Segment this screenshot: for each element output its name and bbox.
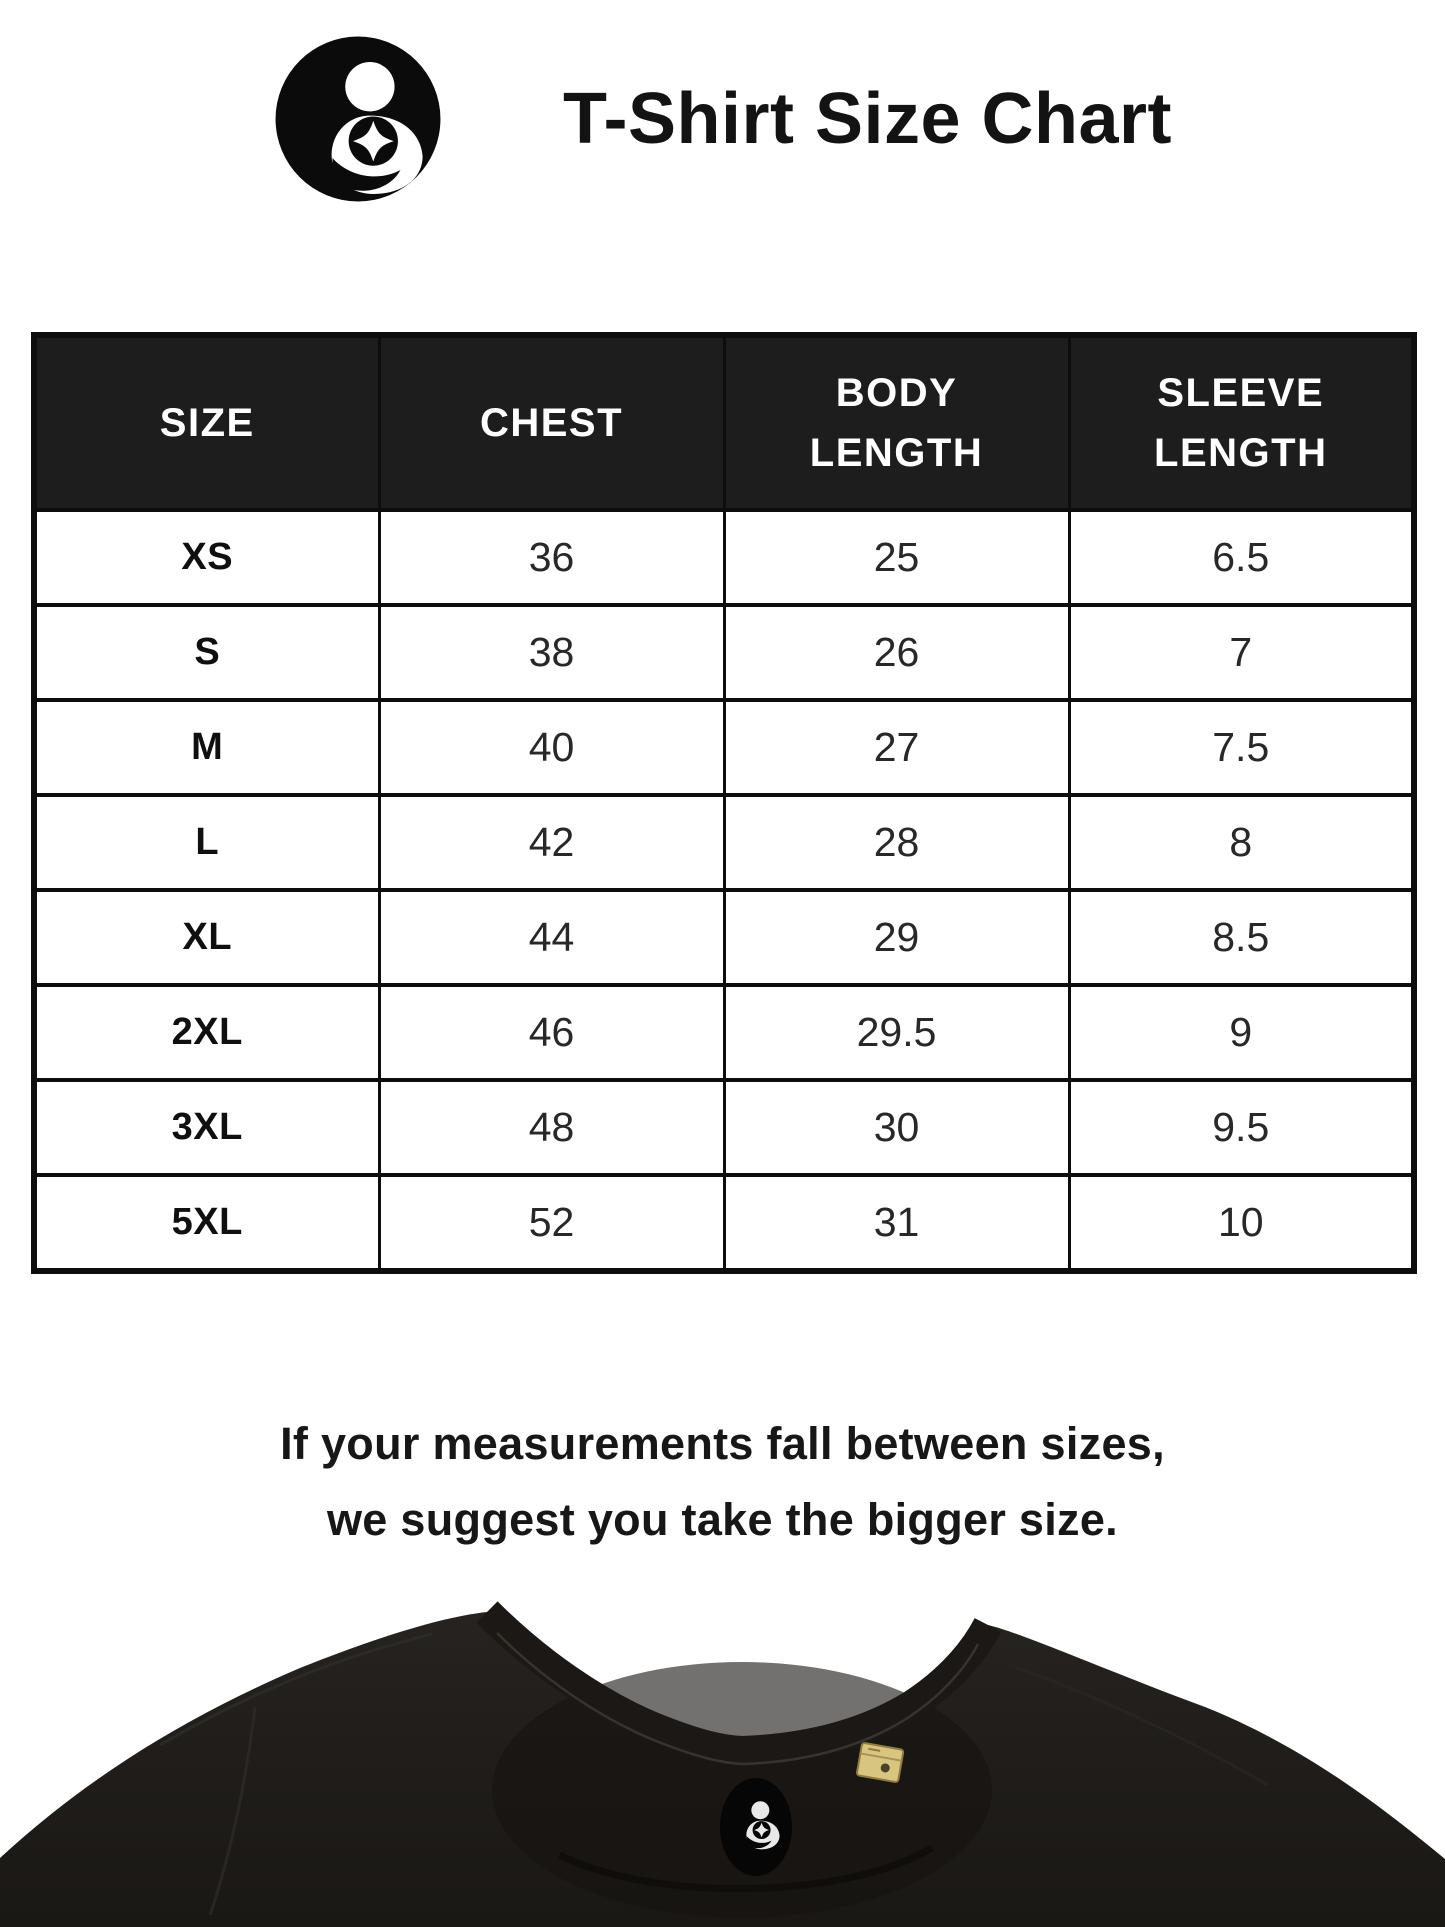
sizing-note: If your measurements fall between sizes,… (0, 1406, 1445, 1558)
page-title: T-Shirt Size Chart (562, 79, 1173, 159)
sleeve-length-cell: 10 (1067, 1173, 1416, 1273)
column-header-size: SIZE (32, 333, 381, 512)
body-length-cell: 25 (722, 508, 1071, 607)
sleeve-length-cell: 9 (1067, 983, 1416, 1082)
body-length-cell: 29.5 (722, 983, 1071, 1082)
column-header-sleeve-length: SLEEVE LENGTH (1067, 333, 1416, 512)
body-length-cell: 26 (722, 603, 1071, 702)
tshirt-collar-photo (0, 1555, 1445, 1927)
size-cell: S (32, 603, 381, 702)
size-cell: 2XL (32, 983, 381, 1082)
table-row: M 40 27 7.5 (32, 698, 1416, 797)
chest-cell: 46 (377, 983, 726, 1082)
table-row: L 42 28 8 (32, 793, 1416, 892)
body-length-cell: 31 (722, 1173, 1071, 1273)
table-row: 2XL 46 29.5 9 (32, 983, 1416, 1082)
column-header-chest: CHEST (377, 333, 726, 512)
size-cell: L (32, 793, 381, 892)
chest-cell: 36 (377, 508, 726, 607)
header-row: SIZE CHEST BODY LENGTH SLEEVE LENGTH (32, 333, 1416, 512)
table-row: 5XL 52 31 10 (32, 1173, 1416, 1273)
chest-cell: 40 (377, 698, 726, 797)
body-length-cell: 28 (722, 793, 1071, 892)
sleeve-length-cell: 6.5 (1067, 508, 1416, 607)
table-row: XS 36 25 6.5 (32, 508, 1416, 607)
sleeve-length-cell: 9.5 (1067, 1078, 1416, 1177)
brand-header: T-Shirt Size Chart (0, 34, 1445, 204)
tshirt-silhouette (0, 1601, 1445, 1927)
table-row: XL 44 29 8.5 (32, 888, 1416, 987)
brand-logo-icon (273, 34, 443, 204)
size-cell: M (32, 698, 381, 797)
care-tag-icon (856, 1742, 905, 1783)
chest-cell: 42 (377, 793, 726, 892)
chest-cell: 48 (377, 1078, 726, 1177)
collar-brand-label-icon (720, 1778, 792, 1876)
body-length-cell: 27 (722, 698, 1071, 797)
size-chart-table: SIZE CHEST BODY LENGTH SLEEVE LENGTH XS … (31, 332, 1417, 1274)
size-cell: 3XL (32, 1078, 381, 1177)
body-length-cell: 29 (722, 888, 1071, 987)
chest-cell: 52 (377, 1173, 726, 1273)
sizing-note-line2: we suggest you take the bigger size. (326, 1494, 1118, 1545)
table-row: 3XL 48 30 9.5 (32, 1078, 1416, 1177)
chest-cell: 38 (377, 603, 726, 702)
size-cell: XL (32, 888, 381, 987)
column-header-body-length: BODY LENGTH (722, 333, 1071, 512)
sleeve-length-cell: 7.5 (1067, 698, 1416, 797)
sleeve-length-cell: 8 (1067, 793, 1416, 892)
sleeve-length-cell: 7 (1067, 603, 1416, 702)
table-row: S 38 26 7 (32, 603, 1416, 702)
body-length-cell: 30 (722, 1078, 1071, 1177)
size-cell: XS (32, 508, 381, 607)
size-cell: 5XL (32, 1173, 381, 1273)
sleeve-length-cell: 8.5 (1067, 888, 1416, 987)
sizing-note-line1: If your measurements fall between sizes, (280, 1418, 1165, 1469)
size-chart-table-header: SIZE CHEST BODY LENGTH SLEEVE LENGTH (32, 333, 1416, 512)
chest-cell: 44 (377, 888, 726, 987)
